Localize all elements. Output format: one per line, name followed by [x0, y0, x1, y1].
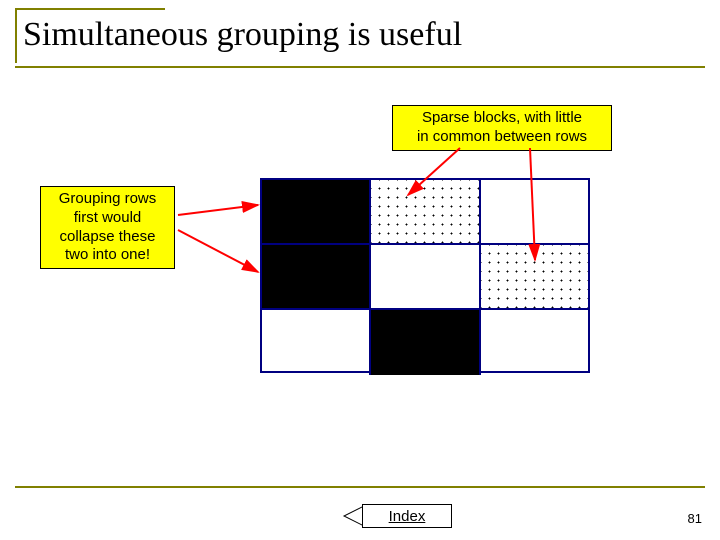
- cell-2-1: [371, 310, 480, 375]
- callout-grouping-rows: Grouping rowsfirst wouldcollapse thesetw…: [40, 186, 175, 269]
- callout-grouping-text: Grouping rowsfirst wouldcollapse thesetw…: [59, 190, 157, 263]
- index-arrow-icon: [342, 504, 364, 528]
- grid-row-0: [262, 180, 588, 245]
- rule-left-accent: [15, 8, 17, 63]
- rule-title-underline: [15, 66, 705, 68]
- rule-footer: [15, 486, 705, 488]
- cell-1-0: [262, 245, 371, 308]
- cell-2-2: [481, 310, 588, 375]
- grid-row-2: [262, 310, 588, 375]
- rule-top-accent: [15, 8, 165, 10]
- cell-1-2: [481, 245, 588, 308]
- cell-0-2: [481, 180, 588, 243]
- cell-0-1: [371, 180, 480, 243]
- slide-title: Simultaneous grouping is useful: [23, 16, 705, 54]
- title-area: Simultaneous grouping is useful: [15, 8, 705, 62]
- index-button-label: Index: [389, 508, 426, 525]
- page-number: 81: [688, 511, 702, 526]
- index-button[interactable]: Index: [362, 504, 452, 528]
- cell-2-0: [262, 310, 371, 375]
- block-grid: [260, 178, 590, 373]
- callout-sparse-text: Sparse blocks, with littlein common betw…: [417, 109, 587, 145]
- callout-sparse-blocks: Sparse blocks, with littlein common betw…: [392, 105, 612, 151]
- grid-row-1: [262, 245, 588, 310]
- cell-1-1: [371, 245, 480, 308]
- cell-0-0: [262, 180, 371, 243]
